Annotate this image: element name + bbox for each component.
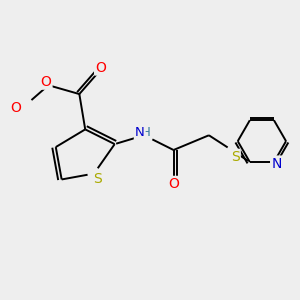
Text: S: S: [231, 150, 240, 164]
Text: S: S: [93, 172, 101, 186]
Text: O: O: [95, 61, 106, 75]
Text: O: O: [11, 101, 22, 115]
Text: O: O: [168, 177, 179, 191]
Text: N: N: [135, 126, 145, 140]
Text: H: H: [141, 126, 151, 140]
Text: O: O: [40, 75, 52, 89]
Text: N: N: [271, 157, 281, 170]
